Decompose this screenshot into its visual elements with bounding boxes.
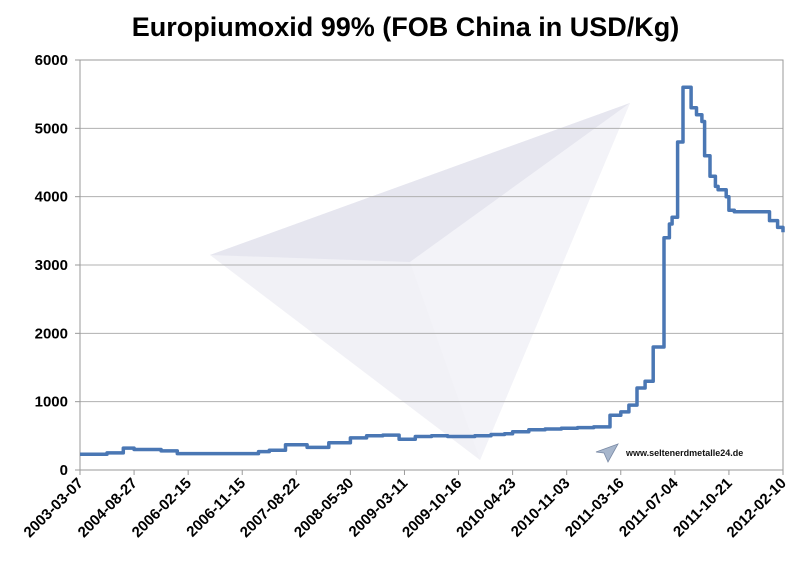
y-tick-label: 4000 bbox=[35, 189, 68, 206]
grid-lines bbox=[80, 127, 783, 403]
y-tick-label: 6000 bbox=[35, 52, 68, 69]
y-tick-label: 5000 bbox=[35, 120, 68, 137]
watermark-text: www.seltenerdmetalle24.de bbox=[625, 448, 743, 458]
y-tick-label: 0 bbox=[60, 462, 68, 479]
watermark-logo bbox=[210, 103, 630, 460]
y-tick-label: 2000 bbox=[35, 325, 68, 342]
series-line bbox=[80, 85, 785, 457]
paper-plane-icon bbox=[595, 443, 619, 463]
y-axis: 0 1000 2000 3000 4000 5000 6000 bbox=[35, 52, 80, 479]
y-tick-label: 3000 bbox=[35, 257, 68, 274]
series-group bbox=[80, 85, 785, 457]
chart-title: Europiumoxid 99% (FOB China in USD/Kg) bbox=[131, 12, 680, 42]
y-tick-label: 1000 bbox=[35, 394, 68, 411]
brand-badge: www.seltenerdmetalle24.de bbox=[595, 443, 743, 463]
x-axis: 2003-03-072004-08-272006-02-152006-11-15… bbox=[21, 470, 790, 541]
